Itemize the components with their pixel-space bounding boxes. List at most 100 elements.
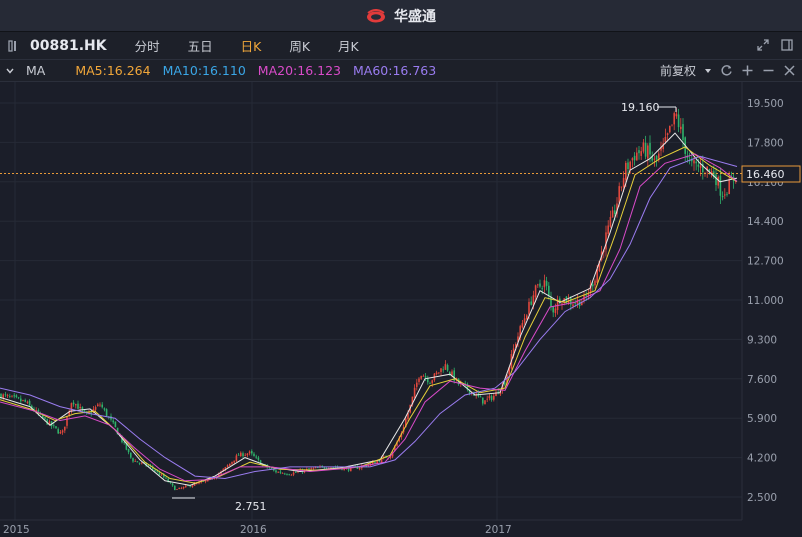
candle-body [592,284,594,287]
candle-body [44,417,46,419]
candle-body [528,301,530,315]
candle-body [394,445,396,451]
candle-body [726,193,728,195]
candle-body [561,303,563,305]
candle-body [343,467,345,471]
candle-body [13,395,15,397]
candle-body [286,473,288,475]
candle-body [651,155,653,161]
candle-body [631,158,634,161]
expand-icon[interactable] [756,38,770,52]
candle-body [202,481,205,482]
candle-body [490,396,493,400]
candle-body [574,302,576,304]
candle-body [398,437,400,442]
candle-body [633,155,636,161]
candle-body [660,147,662,151]
app-title: 华盛通 [394,8,436,25]
candle-body [625,162,627,181]
zoom-out-icon[interactable] [762,64,775,77]
candle-body [163,474,165,478]
candle-body [152,466,154,470]
candle-body [317,467,319,469]
candle-body [570,298,572,305]
candle-body [642,142,645,152]
candle-body [585,295,587,297]
candle-body [222,469,224,471]
indicator-name[interactable]: MA [26,63,46,78]
candle-body [550,296,552,307]
candle-body [237,454,240,456]
title-bar: 华盛通 [0,0,802,32]
candle-body [2,394,4,399]
candle-body [680,126,682,130]
candle-body [378,460,381,462]
candle-body [185,485,187,487]
adjust-selector[interactable]: 前复权 [659,64,696,78]
sidebar-toggle-icon[interactable] [8,39,22,53]
candle-body [482,397,484,404]
panel-layout-icon[interactable] [780,38,794,52]
y-tick-label: 5.900 [747,413,777,425]
candle-body [669,125,671,133]
y-tick-label: 9.300 [747,334,777,346]
candle-body [554,308,557,313]
candle-body [59,431,62,434]
chevron-down-icon[interactable] [5,66,15,76]
candle-body [105,409,108,417]
y-tick-label: 14.400 [747,216,784,228]
candle-body [207,479,209,482]
candle-body [336,467,339,469]
candle-body [495,392,497,397]
candle-body [664,136,667,143]
candle-body [99,404,101,406]
candle-body [308,468,310,470]
tab-weekly-k[interactable]: 周K [289,39,311,54]
tab-intraday[interactable]: 分时 [134,39,160,54]
candle-body [405,418,407,427]
candle-body [548,285,550,296]
candle-body [68,411,70,416]
candle-body [442,369,444,371]
candle-body [383,456,385,458]
kline-chart[interactable]: 19.50017.80016.10014.40012.70011.0009.30… [0,82,802,537]
candle-body [251,451,253,454]
candle-body [715,174,717,185]
candle-body [268,467,271,469]
candle-body [165,477,167,479]
candle-body [598,260,601,271]
candle-body [517,336,519,343]
candle-body [347,467,350,471]
candle-body [242,453,244,457]
candle-body [427,377,429,383]
tab-five-day[interactable]: 五日 [187,39,213,54]
candle-body [407,412,409,420]
candle-body [356,466,359,469]
close-icon[interactable] [783,64,796,77]
refresh-icon[interactable] [720,64,733,77]
candle-body [702,163,704,173]
candle-body [484,400,486,405]
adjust-dropdown-icon[interactable] [704,67,712,75]
candle-body [708,169,711,172]
ma10-value: MA10:16.110 [162,63,246,78]
tab-monthly-k[interactable]: 月K [338,39,359,54]
ma-line-ma60 [0,155,738,480]
candle-body [358,467,361,469]
candle-body [486,398,488,400]
ma5-value: MA5:16.264 [75,63,151,78]
candle-body [0,394,2,399]
candle-body [466,383,469,390]
candle-body [653,158,656,160]
candle-body [706,166,708,171]
candle-body [101,404,103,408]
candle-body [691,159,693,162]
candle-body [488,395,491,399]
tab-daily-k[interactable]: 日K [240,39,262,54]
candle-body [154,469,156,472]
zoom-in-icon[interactable] [741,64,754,77]
candle-body [556,299,559,311]
candle-body [350,467,352,472]
candle-body [141,462,143,464]
candle-body [187,485,189,487]
